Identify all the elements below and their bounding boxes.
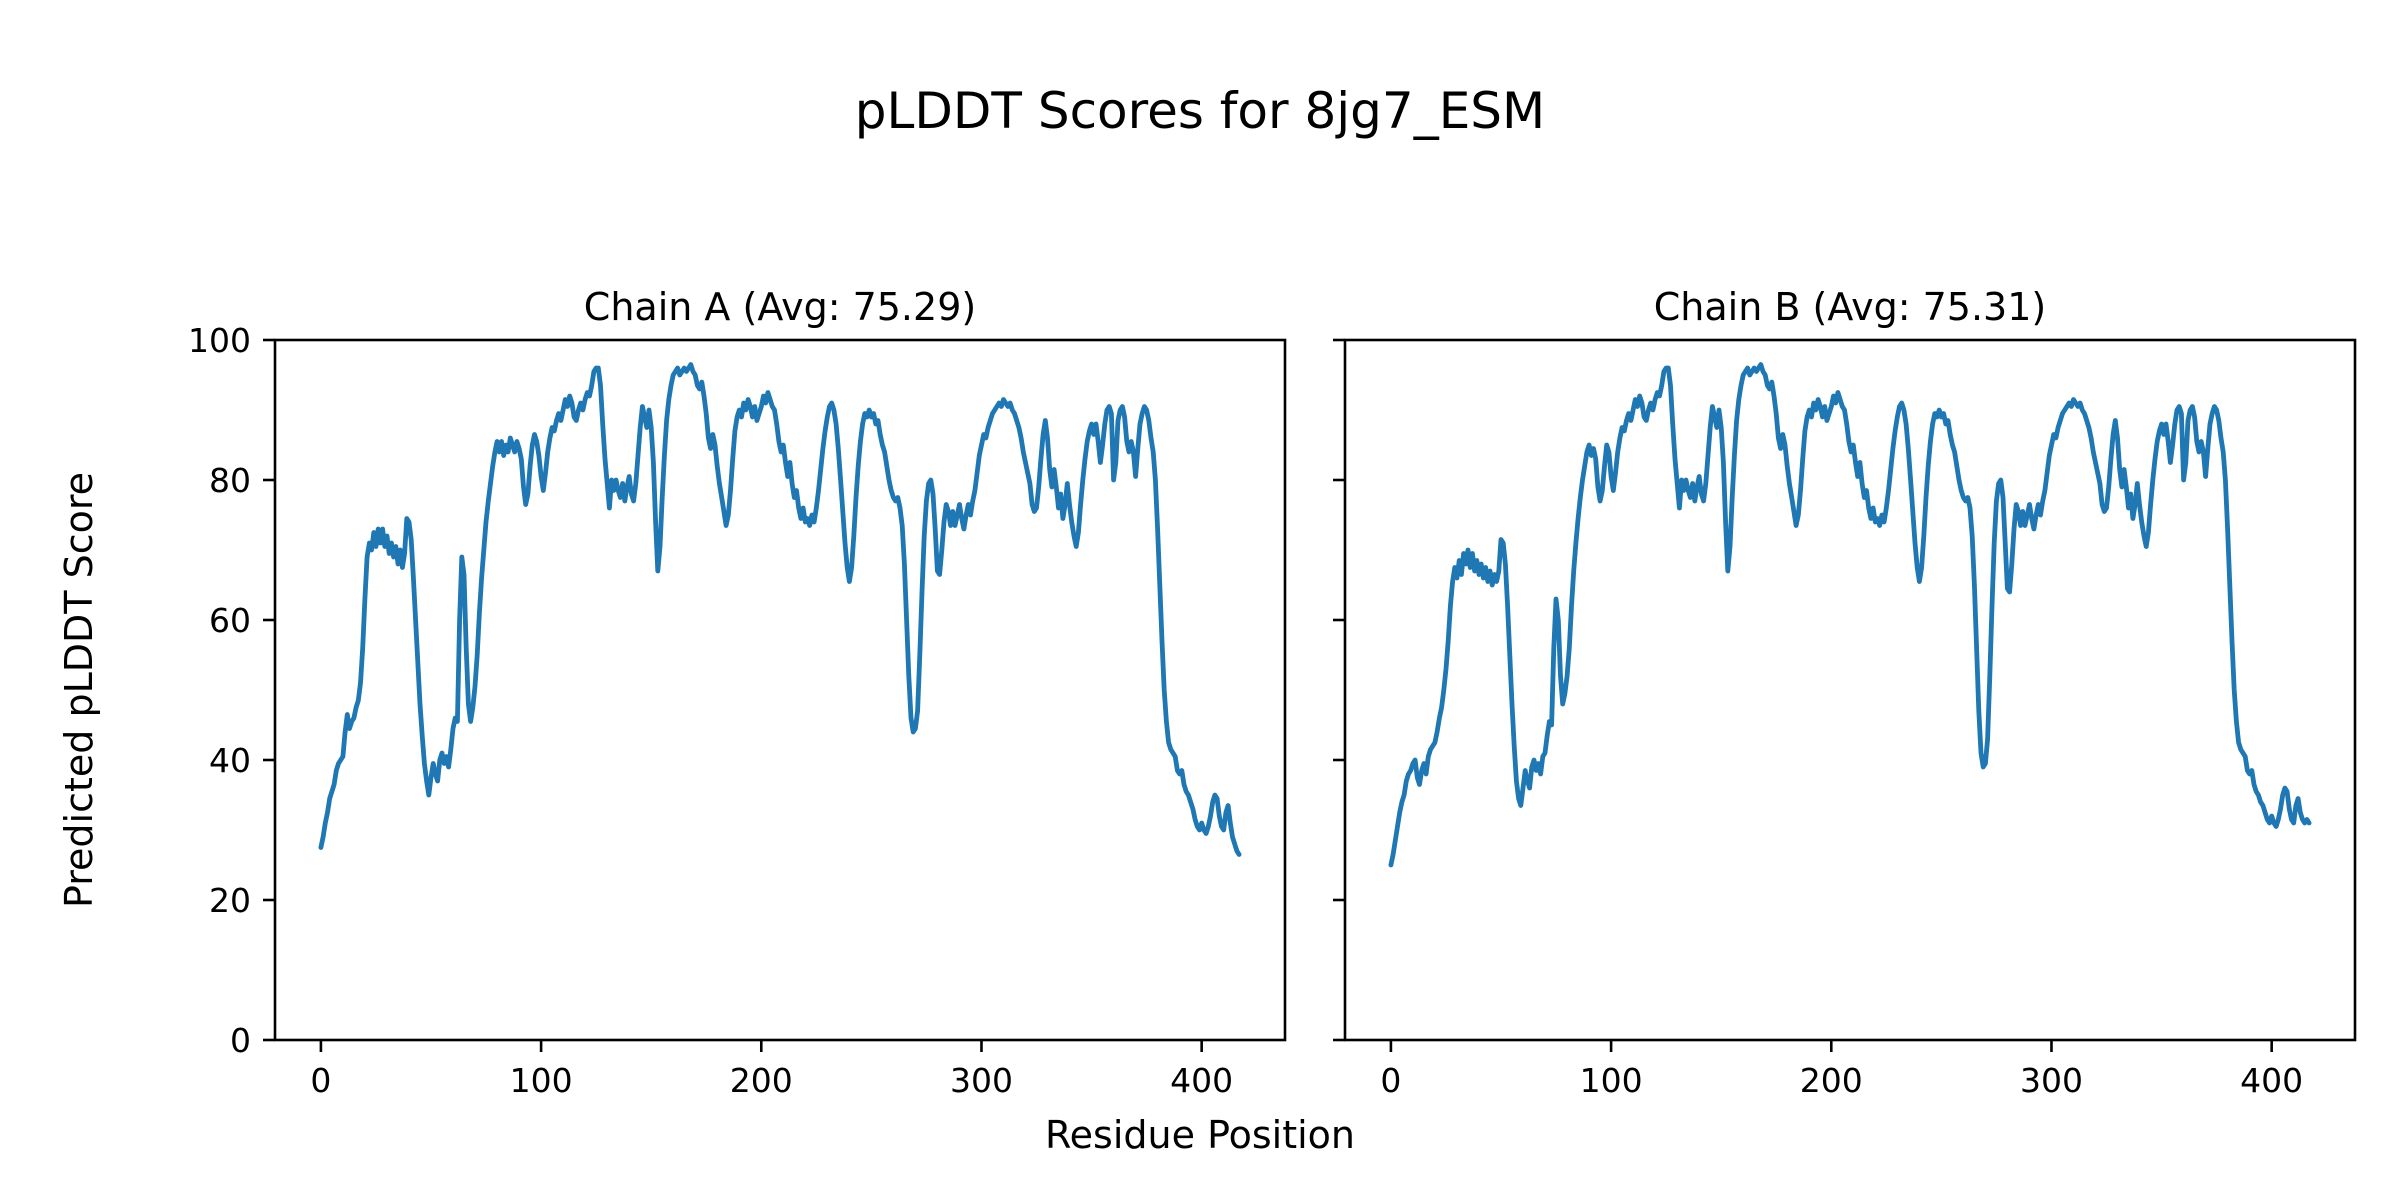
y-tick-label: 60 (209, 601, 251, 640)
y-tick-label: 80 (209, 461, 251, 500)
x-tick-label: 0 (310, 1061, 331, 1100)
x-tick-label: 400 (2240, 1061, 2303, 1100)
y-tick-label: 20 (209, 881, 251, 920)
x-tick-label: 0 (1380, 1061, 1401, 1100)
axes-frame (1343, 338, 2357, 1042)
chain-a-title: Chain A (Avg: 75.29) (584, 285, 976, 329)
x-tick-label: 300 (2020, 1061, 2083, 1100)
y-axis-label: Predicted pLDDT Score (57, 472, 101, 908)
plddt-line (1388, 362, 2312, 868)
y-tick-label: 0 (230, 1021, 251, 1060)
x-tick-label: 400 (1170, 1061, 1233, 1100)
x-axis-label: Residue Position (1045, 1113, 1355, 1157)
x-tick-label: 200 (1800, 1061, 1863, 1100)
chain-a-axes: 0 100 200 300 400 0 20 40 60 80 100 (188, 321, 1287, 1100)
x-tick-label: 200 (730, 1061, 793, 1100)
y-tick-label: 100 (188, 321, 251, 360)
figure-title: pLDDT Scores for 8jg7_ESM (855, 82, 1545, 140)
y-tick-label: 40 (209, 741, 251, 780)
chain-b-title: Chain B (Avg: 75.31) (1654, 285, 2046, 329)
x-tick-label: 300 (950, 1061, 1013, 1100)
x-tick-label: 100 (510, 1061, 573, 1100)
chain-b-axes: 0 100 200 300 400 (1333, 338, 2357, 1100)
plddt-line (318, 362, 1242, 857)
axes-frame (273, 338, 1287, 1042)
x-tick-label: 100 (1580, 1061, 1643, 1100)
